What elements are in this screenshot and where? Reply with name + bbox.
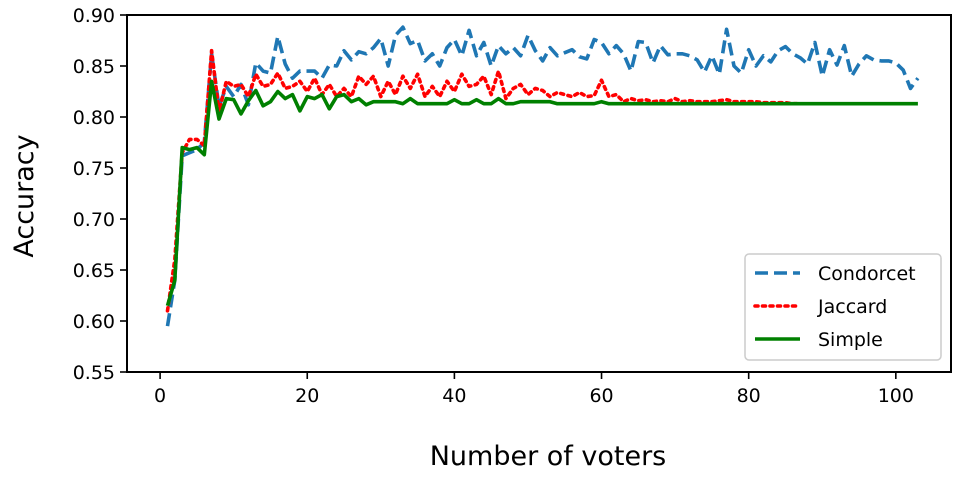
x-tick-label: 100 [878,385,914,407]
x-axis-label: Number of voters [430,441,667,472]
x-tick-label: 20 [295,385,319,407]
x-tick-label: 0 [154,385,166,407]
series-line-condorcet [165,25,920,327]
axes-layer: 0 20 40 60 80 100 0.55 0.60 0.65 0.70 0.75 0.80 0.85… [73,5,952,407]
legend: Condorcet Jaccard Simple [744,253,942,361]
series-layer [165,25,920,327]
y-tick-label: 0.70 [73,209,115,231]
y-tick-label: 0.80 [73,107,115,129]
y-tick-label: 0.75 [73,158,115,180]
y-axis-label: Accuracy [9,134,40,257]
series-line-simple [165,79,918,307]
legend-label-simple: Simple [818,329,883,351]
x-tick-label: 40 [442,385,466,407]
legend-box [744,253,942,361]
x-tick-label: 80 [737,385,761,407]
x-tick-label: 60 [589,385,613,407]
plot-frame [126,14,952,373]
y-tick-label: 0.60 [73,311,115,333]
series-line-jaccard [165,48,803,313]
y-tick-label: 0.65 [73,260,115,282]
legend-label-condorcet: Condorcet [818,263,916,285]
legend-label-jaccard: Jaccard [817,296,887,318]
y-tick-label: 0.90 [73,5,115,27]
y-tick-label: 0.55 [73,362,115,384]
y-tick-label: 0.85 [73,56,115,78]
